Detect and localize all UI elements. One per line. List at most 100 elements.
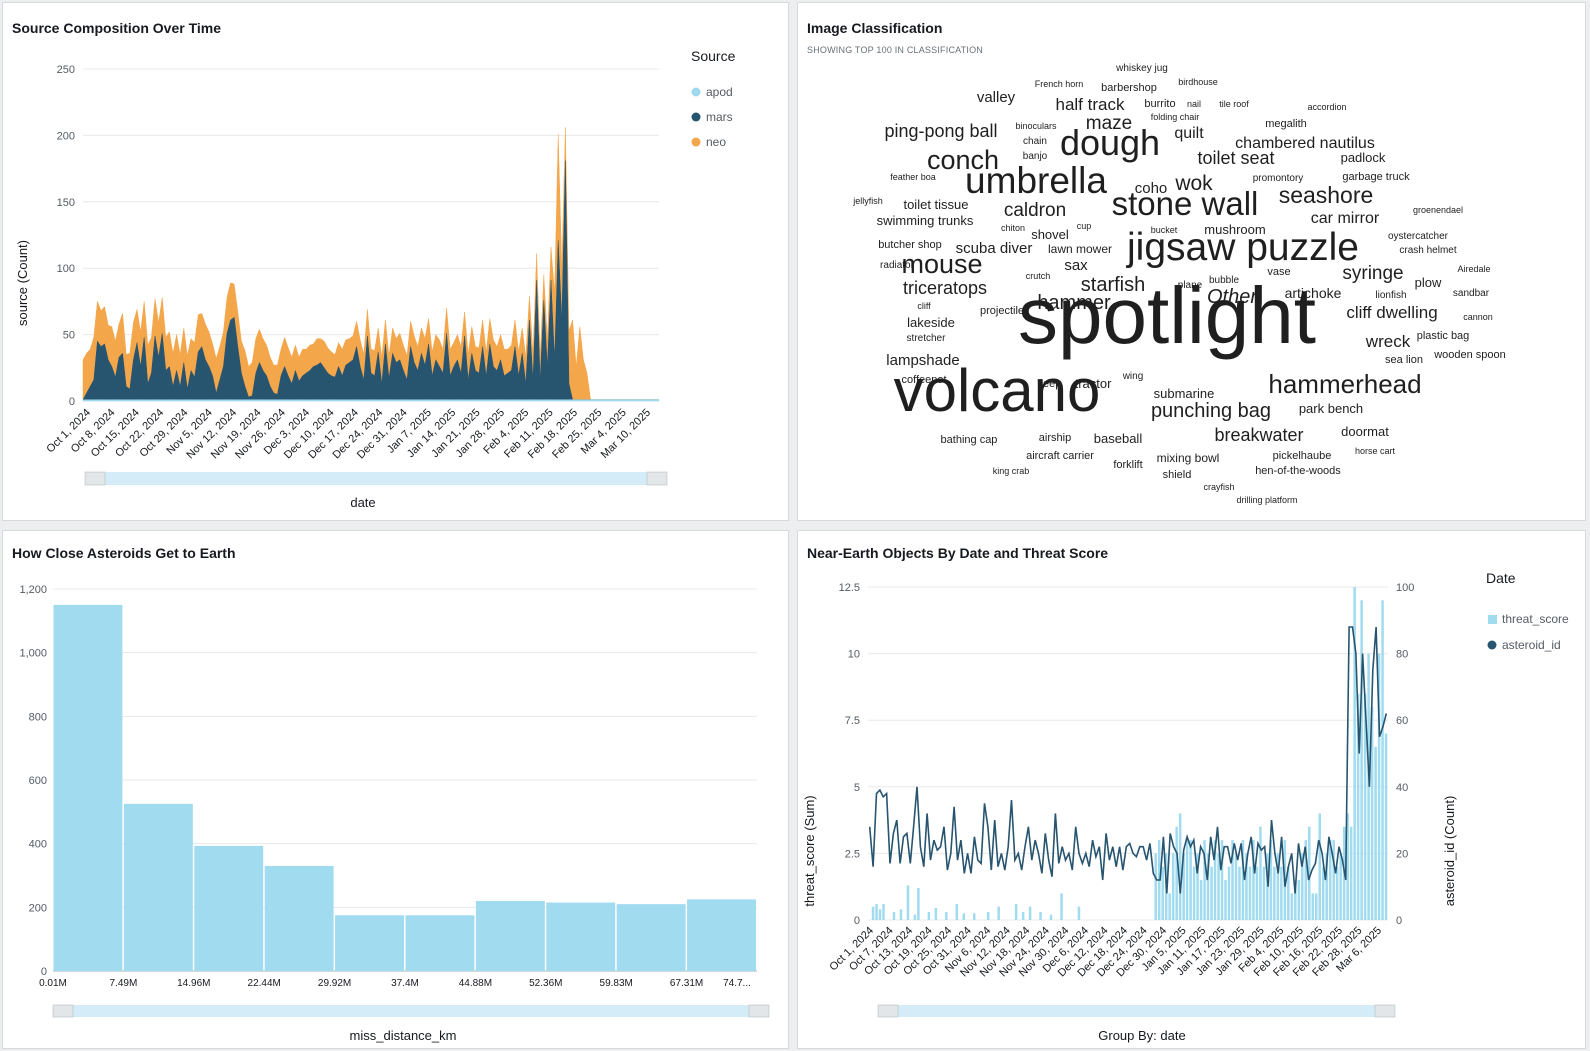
word-cloud-term[interactable]: oystercatcher (1388, 231, 1449, 242)
word-cloud-term[interactable]: sea lion (1385, 354, 1423, 366)
word-cloud-term[interactable]: banjo (1023, 151, 1048, 162)
word-cloud-term[interactable]: conch (927, 145, 999, 175)
word-cloud-term[interactable]: mixing bowl (1157, 451, 1220, 465)
word-cloud-term[interactable]: sandbar (1453, 288, 1490, 299)
legend-item-threat-score[interactable]: threat_score (1488, 612, 1569, 626)
word-cloud-term[interactable]: projectile (980, 305, 1024, 317)
word-cloud-term[interactable]: toilet tissue (903, 197, 968, 212)
word-cloud-term[interactable]: coho (1135, 180, 1168, 197)
word-cloud-term[interactable]: butcher shop (878, 239, 942, 251)
word-cloud-term[interactable]: bathing cap (941, 434, 998, 446)
word-cloud-term[interactable]: half track (1056, 95, 1125, 114)
word-cloud-term[interactable]: scuba diver (956, 240, 1033, 257)
word-cloud-term[interactable]: bubble (1209, 275, 1239, 286)
word-cloud-term[interactable]: forklift (1113, 459, 1142, 471)
word-cloud-term[interactable]: syringe (1342, 263, 1403, 284)
word-cloud-term[interactable]: whiskey jug (1115, 63, 1168, 74)
miss-distance-histogram[interactable]: 0 200 400 600 800 1,000 1,200 0.01M 7.49M 14.96M… (3, 531, 789, 1049)
word-cloud-term[interactable]: vase (1267, 266, 1290, 278)
word-cloud-term[interactable]: garbage truck (1342, 171, 1410, 183)
word-cloud-term[interactable]: mushroom (1204, 222, 1265, 237)
word-cloud-term[interactable]: plane (1178, 280, 1203, 291)
word-cloud-term[interactable]: seashore (1279, 182, 1374, 208)
word-cloud-term[interactable]: submarine (1154, 386, 1215, 401)
word-cloud-term[interactable]: French horn (1035, 79, 1084, 89)
word-cloud-term[interactable]: wing (1122, 371, 1144, 382)
word-cloud-term[interactable]: volcano (894, 357, 1101, 424)
word-cloud-term[interactable]: tractor (1075, 376, 1113, 391)
word-cloud-term[interactable]: sax (1064, 257, 1088, 274)
word-cloud-term[interactable]: feather boa (890, 172, 936, 182)
slider-handle-left[interactable] (52, 1004, 74, 1018)
source-range-slider[interactable] (84, 471, 668, 486)
word-cloud-term[interactable]: park bench (1299, 401, 1363, 416)
word-cloud-term[interactable]: quilt (1174, 125, 1204, 142)
slider-handle-right[interactable] (1374, 1004, 1396, 1018)
slider-handle-left[interactable] (84, 471, 106, 486)
word-cloud-term[interactable]: doormat (1341, 424, 1389, 439)
word-cloud-term[interactable]: artichoke (1285, 285, 1342, 301)
word-cloud-term[interactable]: chambered nautilus (1235, 135, 1375, 152)
word-cloud-term[interactable]: baseball (1094, 431, 1143, 446)
word-cloud-term[interactable]: barbershop (1101, 82, 1157, 94)
word-cloud-term[interactable]: chain (1023, 136, 1047, 147)
slider-handle-left[interactable] (877, 1004, 899, 1018)
word-cloud-term[interactable]: groenendael (1413, 205, 1463, 215)
word-cloud-term[interactable]: mouse (901, 249, 982, 279)
word-cloud-term[interactable]: dough (1060, 122, 1160, 163)
word-cloud-term[interactable]: Other (1207, 286, 1258, 308)
word-cloud-term[interactable]: king crab (993, 466, 1030, 476)
word-cloud-term[interactable]: jellyfish (852, 196, 883, 206)
word-cloud-term[interactable]: chiton (1001, 223, 1025, 233)
word-cloud-term[interactable]: pickelhaube (1273, 450, 1332, 462)
word-cloud-term[interactable]: accordion (1307, 102, 1346, 112)
word-cloud-term[interactable]: crutch (1026, 271, 1051, 281)
word-cloud-term[interactable]: punching bag (1151, 400, 1271, 422)
word-cloud-term[interactable]: umbrella (965, 160, 1107, 201)
word-cloud-term[interactable]: plastic bag (1417, 330, 1470, 342)
word-cloud-term[interactable]: lionfish (1375, 290, 1406, 301)
word-cloud-term[interactable]: folding chair (1151, 112, 1200, 122)
word-cloud-term[interactable]: shovel (1031, 227, 1069, 242)
word-cloud-term[interactable]: stretcher (907, 333, 947, 344)
word-cloud-term[interactable]: wooden spoon (1433, 349, 1506, 361)
word-cloud-term[interactable]: jigsaw puzzle (1126, 226, 1359, 269)
word-cloud-term[interactable]: lakeside (907, 315, 955, 330)
word-cloud-term[interactable]: tile roof (1219, 99, 1249, 109)
word-cloud-term[interactable]: promontory (1253, 173, 1304, 184)
word-cloud[interactable]: whiskey jug French horn barbershop birdhous… (798, 3, 1586, 521)
word-cloud-term[interactable]: caldron (1004, 200, 1066, 221)
word-cloud-term[interactable]: swimming trunks (877, 213, 974, 228)
word-cloud-term[interactable]: drilling platform (1236, 495, 1297, 505)
word-cloud-term[interactable]: bucket (1151, 225, 1178, 235)
word-cloud-term[interactable]: plow (1415, 275, 1442, 290)
word-cloud-term[interactable]: nail (1187, 99, 1201, 109)
word-cloud-term[interactable]: coffeepot (901, 374, 946, 386)
word-cloud-term[interactable]: aircraft carrier (1026, 450, 1094, 462)
word-cloud-term[interactable]: Airedale (1457, 264, 1490, 274)
neo-range-slider[interactable] (877, 1004, 1396, 1018)
word-cloud-term[interactable]: burrito (1144, 98, 1175, 110)
word-cloud-term[interactable]: spotlight (1018, 271, 1316, 360)
word-cloud-term[interactable]: wok (1174, 172, 1213, 195)
histogram-range-slider[interactable] (52, 1004, 770, 1018)
word-cloud-term[interactable]: padlock (1341, 150, 1386, 165)
word-cloud-term[interactable]: horse cart (1355, 446, 1396, 456)
word-cloud-term[interactable]: radiator (880, 260, 915, 271)
word-cloud-term[interactable]: crayfish (1203, 482, 1234, 492)
word-cloud-term[interactable]: starfish (1081, 274, 1145, 296)
word-cloud-term[interactable]: cliff dwelling (1346, 303, 1437, 322)
legend-item-asteroid-id[interactable]: asteroid_id (1487, 638, 1561, 652)
word-cloud-term[interactable]: cliff (917, 301, 931, 311)
legend-item-mars[interactable]: mars (691, 110, 733, 124)
word-cloud-term[interactable]: breakwater (1214, 425, 1303, 445)
word-cloud-term[interactable]: hammer (1037, 292, 1111, 314)
word-cloud-term[interactable]: airship (1039, 432, 1071, 444)
slider-handle-right[interactable] (748, 1004, 770, 1018)
word-cloud-term[interactable]: maze (1086, 113, 1132, 134)
word-cloud-term[interactable]: shield (1163, 469, 1192, 481)
word-cloud-term[interactable]: jeep (1040, 378, 1062, 390)
slider-handle-right[interactable] (646, 471, 668, 486)
